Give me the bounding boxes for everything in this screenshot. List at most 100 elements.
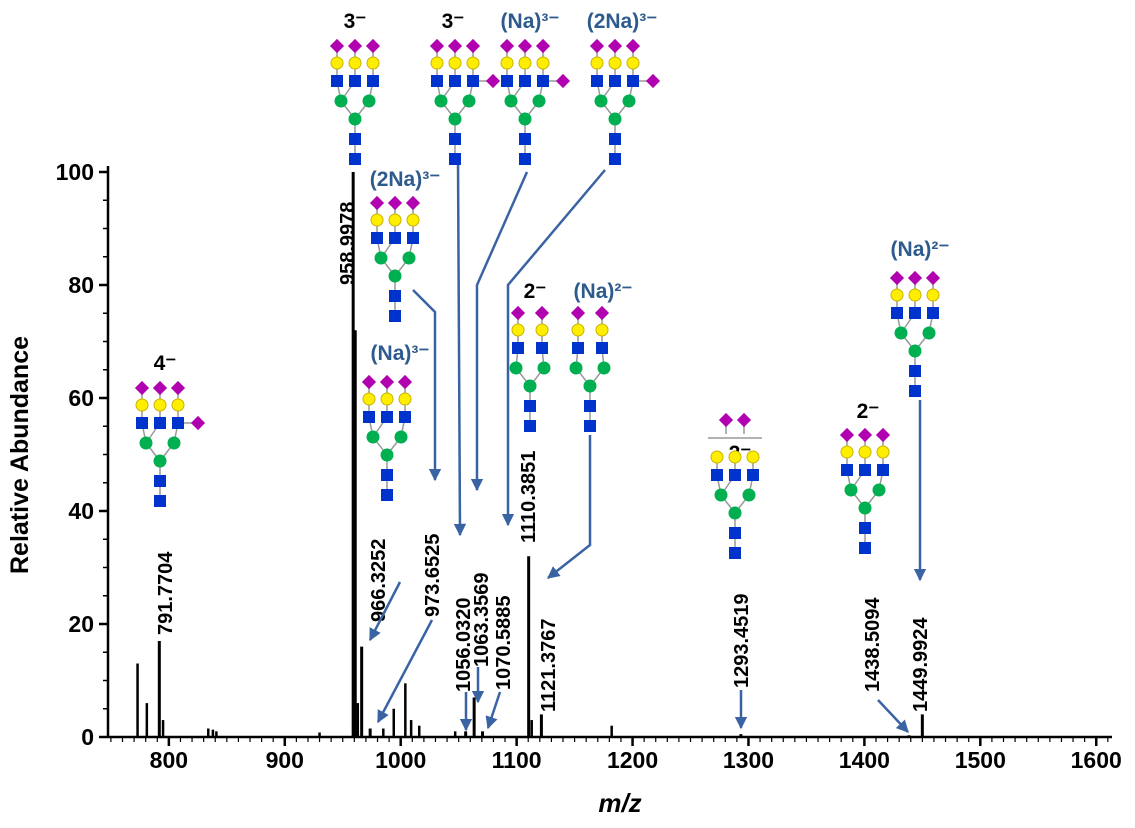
glcnac bbox=[501, 75, 513, 87]
galactose bbox=[627, 57, 639, 69]
galactose bbox=[431, 57, 443, 69]
glcnac bbox=[154, 475, 166, 487]
mannose bbox=[859, 502, 872, 515]
glcnac bbox=[524, 420, 536, 432]
glycan-icon bbox=[570, 306, 611, 432]
galactose bbox=[349, 57, 361, 69]
mannose bbox=[538, 362, 551, 375]
glycan-icon bbox=[590, 39, 660, 165]
galactose bbox=[596, 324, 608, 336]
glcnac bbox=[537, 75, 549, 87]
charge-label: 2⁻ bbox=[857, 400, 880, 423]
mannose bbox=[623, 95, 636, 108]
galactose bbox=[449, 57, 461, 69]
glcnac bbox=[407, 232, 419, 244]
mannose bbox=[729, 507, 742, 520]
glcnac bbox=[729, 527, 741, 539]
glcnac bbox=[627, 75, 639, 87]
glcnac bbox=[331, 75, 343, 87]
galactose bbox=[927, 289, 939, 301]
glcnac bbox=[747, 469, 759, 481]
sialic-acid bbox=[370, 196, 384, 210]
galactose bbox=[591, 57, 603, 69]
charge-label: 2⁻ bbox=[524, 280, 547, 303]
sialic-acid bbox=[719, 413, 733, 427]
mannose bbox=[154, 455, 167, 468]
charge-label: (2Na)³⁻ bbox=[587, 10, 658, 33]
sialic-acid bbox=[430, 39, 444, 53]
galactose bbox=[501, 57, 513, 69]
glcnac bbox=[909, 365, 921, 377]
galactose bbox=[711, 451, 723, 463]
mannose bbox=[389, 270, 402, 283]
glcnac bbox=[927, 307, 939, 319]
glcnac bbox=[729, 469, 741, 481]
glcnac bbox=[381, 469, 393, 481]
sialic-acid bbox=[191, 416, 205, 430]
galactose bbox=[572, 324, 584, 336]
arrow bbox=[413, 290, 435, 480]
mannose bbox=[595, 95, 608, 108]
x-tick-label: 1200 bbox=[607, 747, 658, 773]
glcnac bbox=[909, 385, 921, 397]
glcnac bbox=[349, 75, 361, 87]
sialic-acid bbox=[406, 196, 420, 210]
glcnac bbox=[524, 400, 536, 412]
glcnac bbox=[536, 342, 548, 354]
glcnac bbox=[909, 307, 921, 319]
galactose bbox=[367, 57, 379, 69]
glcnac bbox=[381, 489, 393, 501]
charge-label: (Na)³⁻ bbox=[501, 10, 560, 33]
glcnac bbox=[841, 464, 853, 476]
glcnac bbox=[512, 342, 524, 354]
glycan-icon bbox=[135, 381, 205, 507]
galactose bbox=[172, 399, 184, 411]
mannose bbox=[463, 95, 476, 108]
glcnac bbox=[371, 232, 383, 244]
sialic-acid bbox=[595, 306, 609, 320]
galactose bbox=[407, 214, 419, 226]
mannose bbox=[715, 489, 728, 502]
galactose bbox=[519, 57, 531, 69]
sialic-acid bbox=[388, 196, 402, 210]
glcnac bbox=[381, 411, 393, 423]
glcnac bbox=[609, 133, 621, 145]
glcnac bbox=[136, 417, 148, 429]
charge-label: 3⁻ bbox=[442, 10, 465, 33]
galactose bbox=[747, 451, 759, 463]
glycan-icon bbox=[330, 39, 380, 165]
sialic-acid bbox=[890, 271, 904, 285]
glcnac bbox=[399, 411, 411, 423]
x-tick-label: 1000 bbox=[375, 747, 426, 773]
x-axis-title: m/z bbox=[598, 788, 641, 818]
galactose bbox=[536, 324, 548, 336]
x-tick-label: 1500 bbox=[955, 747, 1006, 773]
galactose bbox=[371, 214, 383, 226]
glcnac bbox=[609, 153, 621, 165]
glcnac bbox=[596, 342, 608, 354]
arrow bbox=[548, 435, 590, 578]
mannose bbox=[403, 252, 416, 265]
mannose bbox=[395, 431, 408, 444]
mannose bbox=[909, 345, 922, 358]
galactose bbox=[537, 57, 549, 69]
glcnac bbox=[609, 75, 621, 87]
mannose bbox=[598, 362, 611, 375]
sialic-acid bbox=[556, 74, 570, 88]
mannose bbox=[367, 431, 380, 444]
sialic-acid bbox=[366, 39, 380, 53]
glcnac bbox=[519, 75, 531, 87]
glycan-icon bbox=[362, 375, 412, 501]
y-tick-label: 20 bbox=[68, 611, 94, 637]
glycan-icon bbox=[510, 306, 551, 432]
charge-label: 3⁻ bbox=[344, 10, 367, 33]
sialic-acid bbox=[486, 74, 500, 88]
glcnac bbox=[584, 400, 596, 412]
glcnac bbox=[877, 464, 889, 476]
glcnac bbox=[519, 153, 531, 165]
sialic-acid bbox=[571, 306, 585, 320]
glcnac bbox=[584, 420, 596, 432]
peak-label: 1063.3569 bbox=[471, 572, 493, 667]
sialic-acid bbox=[171, 381, 185, 395]
sialic-acid bbox=[153, 381, 167, 395]
